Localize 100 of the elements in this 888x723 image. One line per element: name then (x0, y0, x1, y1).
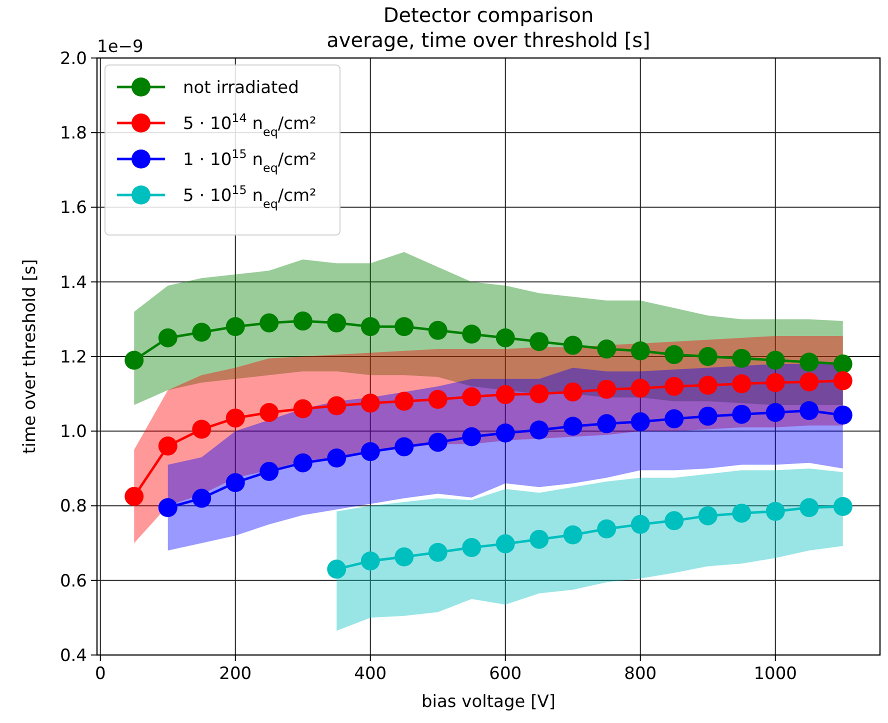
text: 1e−9 (97, 37, 144, 57)
point (530, 332, 549, 352)
legend-label: 5 · 10$^{15}$ n$_{eq}$/cm² (183, 182, 316, 211)
point (226, 473, 245, 492)
y-tick-label: 2.0 (60, 48, 87, 69)
point (732, 504, 752, 523)
point (496, 423, 515, 442)
y-tick-label: 0.6 (60, 571, 87, 592)
point (766, 373, 785, 392)
point (800, 372, 819, 392)
point (766, 502, 785, 521)
point (833, 354, 852, 374)
point (833, 496, 852, 516)
x-tick-label: 200 (219, 664, 252, 684)
point (158, 328, 178, 348)
point (630, 341, 650, 360)
x-tick-label: 800 (624, 664, 657, 684)
x-tick-label: 0 (94, 664, 106, 684)
legend-label: 1 · 10$^{15}$ n$_{eq}$/cm² (183, 146, 316, 175)
y-axis-title: time over threshold [s] (20, 259, 40, 454)
point (530, 530, 549, 549)
point (496, 328, 515, 348)
point (800, 352, 819, 372)
point (563, 525, 582, 544)
point (732, 374, 752, 394)
y-tick-label: 1.0 (60, 422, 87, 442)
legend-label: not irradiated (183, 78, 299, 98)
x-tick-label: 600 (489, 664, 522, 684)
point (597, 340, 616, 359)
point (597, 414, 616, 434)
point (630, 378, 650, 398)
point (124, 486, 144, 506)
point (496, 534, 515, 554)
point (360, 442, 380, 462)
point (732, 404, 752, 424)
point (462, 538, 482, 558)
point (698, 506, 718, 526)
point (124, 350, 144, 370)
point (260, 462, 279, 481)
point (394, 547, 414, 566)
point (327, 560, 346, 579)
legend-label: 5 · 10$^{14}$ n$_{eq}$/cm² (183, 110, 316, 139)
point (260, 402, 279, 422)
point (597, 380, 616, 399)
point (293, 399, 312, 418)
y-tick-label: 1.4 (60, 272, 87, 293)
point (563, 336, 582, 355)
y-tick-label: 1.2 (60, 347, 87, 368)
chart-subtitle: average, time over threshold [s] (326, 28, 650, 52)
point (293, 312, 312, 331)
point (327, 448, 346, 468)
point (192, 420, 212, 439)
point (833, 406, 852, 425)
point (158, 498, 178, 518)
point (360, 551, 380, 570)
point (496, 385, 515, 404)
point (226, 408, 245, 428)
x-tick-label: 400 (354, 664, 387, 684)
x-axis-title: bias voltage [V] (421, 692, 556, 712)
chart-title: Detector comparison (383, 3, 594, 27)
point (732, 348, 752, 368)
point (394, 317, 414, 336)
point (664, 345, 684, 364)
point (698, 376, 718, 395)
point (260, 313, 279, 332)
point (394, 392, 414, 411)
point (327, 313, 346, 332)
point (394, 437, 414, 456)
point (664, 409, 684, 428)
point (192, 488, 212, 508)
point (698, 347, 718, 366)
point (226, 317, 245, 336)
point (428, 432, 448, 452)
point (630, 514, 650, 534)
point (360, 317, 380, 336)
point (630, 412, 650, 432)
point (158, 436, 178, 456)
point (597, 519, 616, 538)
point (800, 498, 819, 518)
point (664, 511, 684, 530)
x-tick-label: 1000 (754, 664, 798, 684)
point (462, 427, 482, 446)
point (766, 350, 785, 370)
point (698, 406, 718, 426)
y-tick-label: 0.8 (60, 496, 87, 517)
point (563, 416, 582, 436)
point (360, 394, 380, 413)
point (664, 376, 684, 396)
point (530, 384, 549, 404)
point (800, 401, 819, 420)
point (428, 390, 448, 409)
y-tick-label: 0.4 (60, 646, 87, 666)
point (293, 453, 312, 472)
point (192, 322, 212, 342)
point (833, 371, 852, 390)
point (563, 382, 582, 402)
y-tick-label: 1.8 (60, 124, 87, 144)
point (766, 402, 785, 422)
point (327, 396, 346, 416)
point (428, 542, 448, 562)
